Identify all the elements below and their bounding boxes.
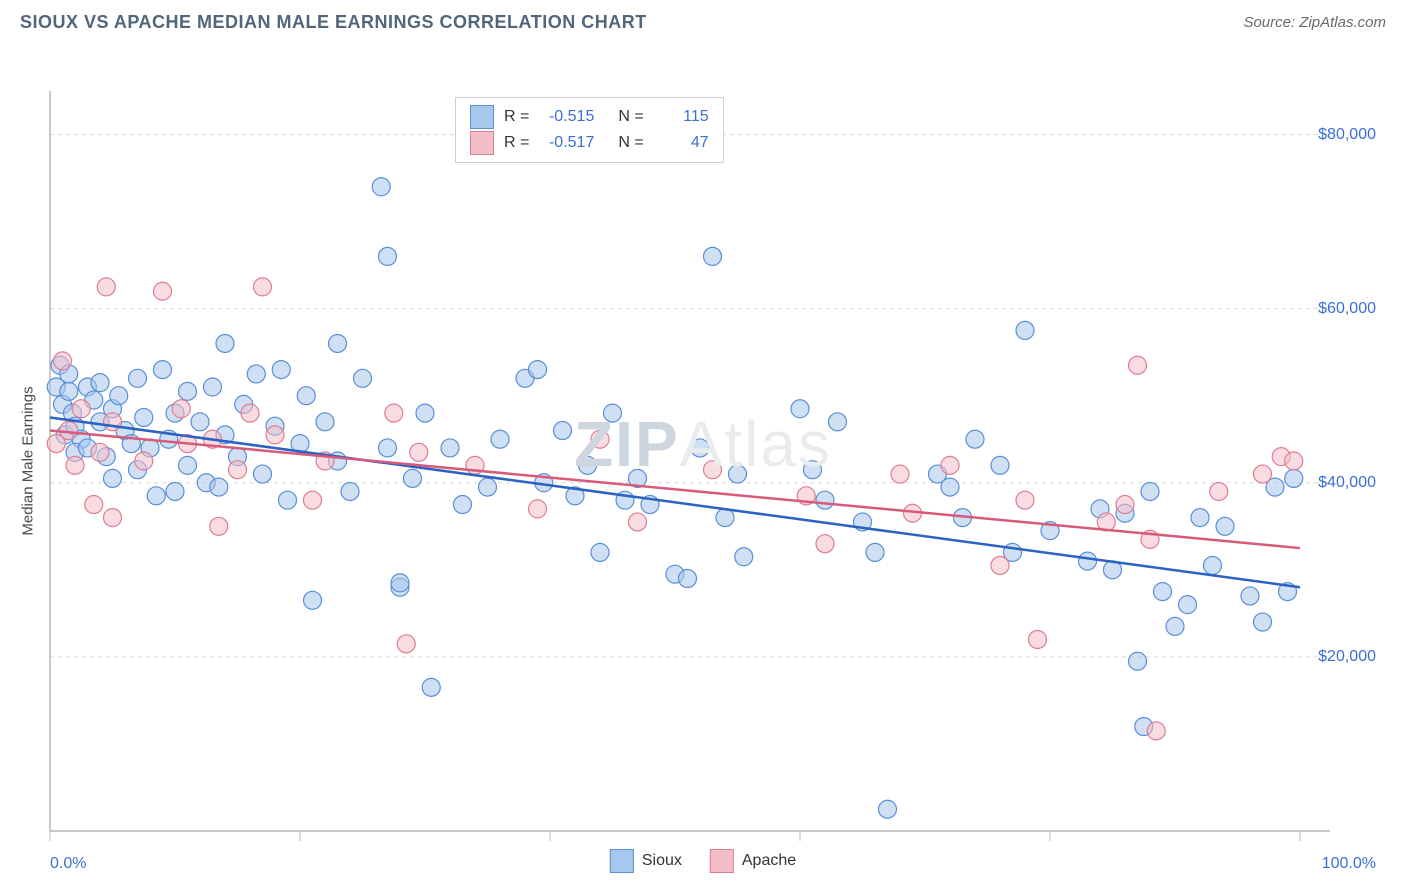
legend-item: Apache <box>710 849 796 873</box>
chart-title: SIOUX VS APACHE MEDIAN MALE EARNINGS COR… <box>20 12 647 33</box>
scatter-plot-svg <box>0 41 1406 881</box>
y-tick-label: $60,000 <box>1318 300 1376 318</box>
legend-item: Sioux <box>610 849 682 873</box>
correlation-box: R = -0.515 N = 115 R = -0.517 N = 47 <box>455 97 724 163</box>
r-value: -0.515 <box>539 108 594 126</box>
n-label: N = <box>618 134 643 152</box>
legend-label: Apache <box>742 852 796 870</box>
chart-source: Source: ZipAtlas.com <box>1243 14 1386 31</box>
correlation-row: R = -0.515 N = 115 <box>470 104 709 130</box>
legend-swatch <box>710 849 734 873</box>
n-value: 115 <box>654 108 709 126</box>
r-label: R = <box>504 134 529 152</box>
legend-label: Sioux <box>642 852 682 870</box>
y-tick-label: $40,000 <box>1318 474 1376 492</box>
legend-swatch <box>610 849 634 873</box>
r-label: R = <box>504 108 529 126</box>
y-tick-label: $20,000 <box>1318 648 1376 666</box>
x-tick-label-left: 0.0% <box>50 855 86 873</box>
n-label: N = <box>618 108 643 126</box>
legend-swatch <box>470 105 494 129</box>
y-tick-label: $80,000 <box>1318 126 1376 144</box>
r-value: -0.517 <box>539 134 594 152</box>
chart-header: SIOUX VS APACHE MEDIAN MALE EARNINGS COR… <box>0 0 1406 41</box>
x-tick-label-right: 100.0% <box>1322 855 1376 873</box>
y-axis-label: Median Male Earnings <box>20 386 37 535</box>
chart-area: Median Male Earnings ZIPAtlas R =-0.515N… <box>0 41 1406 881</box>
legend-swatch <box>470 131 494 155</box>
legend-bottom: Sioux Apache <box>610 849 796 873</box>
correlation-row: R = -0.517 N = 47 <box>470 130 709 156</box>
n-value: 47 <box>654 134 709 152</box>
